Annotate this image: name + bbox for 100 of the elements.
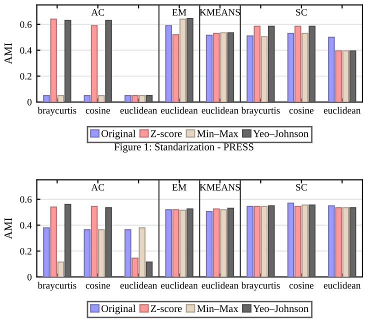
bar <box>43 227 50 277</box>
annotation: AC <box>91 184 104 191</box>
bar <box>165 209 172 277</box>
bar <box>138 227 146 277</box>
x-tick-label: braycurtis <box>38 106 76 116</box>
bar <box>335 207 342 277</box>
bar <box>302 204 308 277</box>
y-tick-label: 0.6 <box>20 196 32 203</box>
bar <box>57 262 64 277</box>
x-tick-label: euclidean <box>120 106 158 114</box>
bar <box>64 20 72 102</box>
annotation: EM <box>172 184 186 190</box>
bar <box>84 229 91 277</box>
bar <box>308 26 316 102</box>
bar <box>220 209 227 277</box>
legend-label: Original <box>101 130 136 140</box>
bar <box>138 94 146 102</box>
y-tick-label: 0.4 <box>20 47 32 54</box>
bar <box>172 34 180 102</box>
bar <box>349 50 356 102</box>
legend-label: Min–Max <box>197 130 238 138</box>
bar <box>179 18 186 102</box>
bar <box>260 206 268 277</box>
x-tick-label: cosine <box>289 282 314 289</box>
bar <box>90 206 98 277</box>
x-tick-label: cosine <box>289 107 314 114</box>
bar <box>132 94 138 102</box>
bar <box>98 229 105 277</box>
bar <box>206 34 213 102</box>
bar <box>50 18 57 102</box>
x-tick-label: euclidean <box>202 282 238 289</box>
annotation: AC <box>91 9 104 16</box>
annotation: EM <box>172 9 186 16</box>
y-axis-title: AMI <box>4 218 12 240</box>
x-tick-label: euclidean <box>161 106 198 114</box>
bar <box>124 94 132 102</box>
y-tick-label: 0.6 <box>20 21 32 28</box>
bar <box>146 262 153 277</box>
bar <box>294 206 302 277</box>
bar <box>294 26 302 102</box>
x-tick-label: braycurtis <box>241 282 280 291</box>
bar <box>227 208 234 277</box>
bar <box>186 208 194 277</box>
bar <box>220 32 227 102</box>
bar <box>246 35 254 102</box>
y-axis-title: AMI <box>4 43 12 64</box>
bar <box>98 94 105 102</box>
x-tick-label: euclidean <box>324 282 361 289</box>
bar <box>287 32 294 102</box>
bar <box>268 205 275 277</box>
bar <box>260 36 268 102</box>
bar <box>206 211 213 277</box>
y-tick-label: 0 <box>27 98 32 106</box>
bar <box>84 94 91 102</box>
bar <box>50 206 57 277</box>
bar <box>308 204 316 277</box>
bar <box>90 25 98 102</box>
y-tick-label: 0.2 <box>20 73 32 80</box>
bar <box>64 204 72 277</box>
bar <box>105 207 112 277</box>
y-tick-label: 0.2 <box>20 248 32 255</box>
bar <box>287 202 294 277</box>
y-tick-label: 0 <box>27 274 32 280</box>
y-tick-label: 0.4 <box>20 222 32 229</box>
legend-label: Original <box>101 304 136 314</box>
bar <box>328 36 335 102</box>
x-tick-label: euclidean <box>202 106 238 114</box>
bar <box>43 94 50 102</box>
bar <box>342 207 350 277</box>
bar <box>124 229 132 277</box>
bar <box>268 26 275 102</box>
bar <box>146 94 153 102</box>
legend-label: Yeo–Johnson <box>253 304 308 312</box>
x-tick-label: euclidean <box>324 106 361 114</box>
bar <box>172 209 180 277</box>
bar <box>213 208 220 277</box>
bar <box>186 18 194 102</box>
bar <box>254 26 261 102</box>
bar <box>105 20 112 102</box>
x-tick-label: euclidean <box>120 282 158 289</box>
x-tick-label: cosine <box>86 282 110 289</box>
legend-label: Z-score <box>150 130 182 138</box>
bar <box>213 32 220 102</box>
bar <box>246 206 254 277</box>
bar <box>342 50 350 102</box>
legend-label: Z-score <box>150 305 182 312</box>
bar <box>57 94 64 102</box>
bar <box>132 258 138 277</box>
annotation: SC <box>296 9 307 16</box>
legend-label: Min–Max <box>197 305 238 312</box>
bar <box>227 32 234 102</box>
annotation: SC <box>296 184 307 191</box>
x-tick-label: cosine <box>86 107 110 114</box>
bar <box>335 50 342 102</box>
bar <box>179 210 186 277</box>
bar <box>349 207 356 277</box>
x-tick-label: braycurtis <box>38 282 76 291</box>
x-tick-label: braycurtis <box>241 106 280 116</box>
bar <box>328 205 335 277</box>
bar <box>254 206 261 277</box>
